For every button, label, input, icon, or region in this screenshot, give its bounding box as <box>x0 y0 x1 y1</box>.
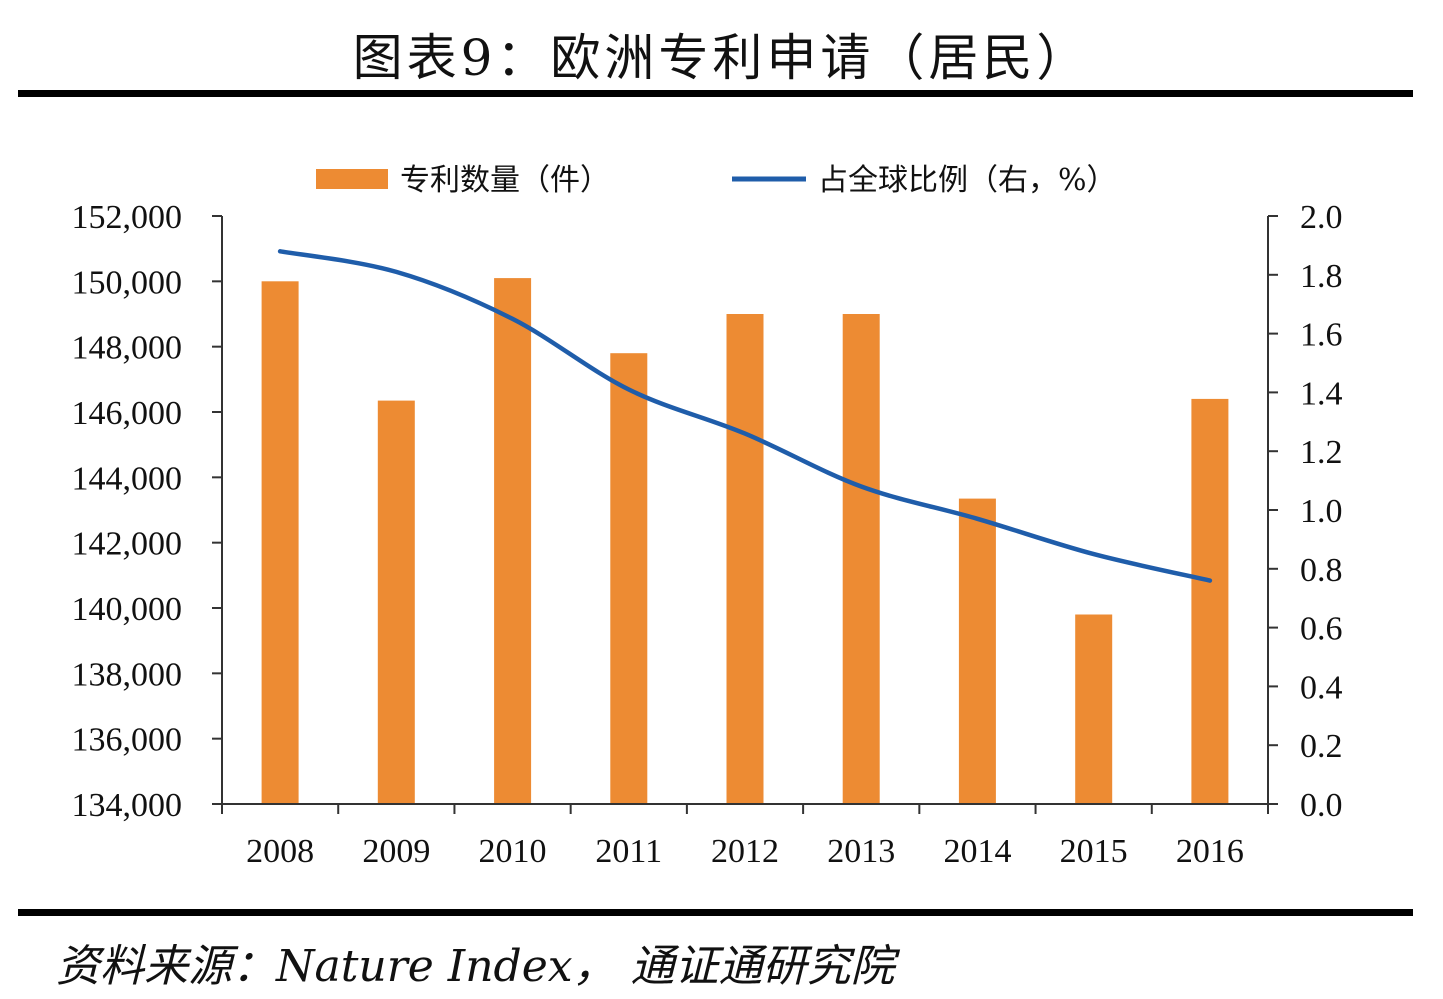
axes: 134,000 136,000 138,000 140,000 142,000 144,0… <box>72 199 1343 870</box>
bar-2016 <box>1191 398 1229 804</box>
legend-line-label: 占全球比例（右，%） <box>818 163 1117 198</box>
y-right-tick-label: 0.8 <box>1300 552 1343 589</box>
y-right-tick-label: 1.4 <box>1300 375 1343 412</box>
legend-bar-swatch <box>316 169 388 189</box>
x-tick-label: 2011 <box>595 833 662 870</box>
bar-2010 <box>494 278 532 805</box>
bar-2015 <box>1075 614 1113 804</box>
y-right-tick-label: 0.0 <box>1300 787 1343 824</box>
y-right-tick-label: 0.6 <box>1300 611 1343 648</box>
bar-2012 <box>726 314 764 804</box>
line-series <box>277 249 1213 583</box>
y-right-tick-label: 2.0 <box>1300 199 1343 236</box>
page-title: 图表9：欧洲专利申请（居民） <box>352 29 1091 87</box>
y-left-tick-label: 150,000 <box>72 264 183 301</box>
y-right-tick-label: 1.0 <box>1300 493 1343 530</box>
bar-2009 <box>377 400 415 804</box>
legend: 专利数量（件） 占全球比例（右，%） <box>316 163 1117 198</box>
x-tick-label: 2010 <box>479 833 547 870</box>
y-right-tick-label: 1.6 <box>1300 317 1343 354</box>
bar-series <box>261 278 1229 805</box>
x-tick-label: 2014 <box>943 833 1011 870</box>
y-left-tick-label: 134,000 <box>72 787 183 824</box>
bar-2008 <box>261 281 299 804</box>
bar-2011 <box>610 353 648 804</box>
y-left-tick-label: 142,000 <box>72 526 183 563</box>
bar-2014 <box>958 498 996 804</box>
y-right-tick-label: 0.2 <box>1300 728 1343 765</box>
x-tick-label: 2012 <box>711 833 779 870</box>
x-tick-label: 2016 <box>1176 833 1244 870</box>
y-left-tick-label: 148,000 <box>72 330 183 367</box>
y-right-tick-label: 1.8 <box>1300 258 1343 295</box>
y-right-tick-label: 0.4 <box>1300 669 1343 706</box>
y-left-tick-label: 136,000 <box>72 722 183 759</box>
y-left-tick-label: 152,000 <box>72 199 183 236</box>
top-divider <box>18 90 1413 97</box>
y-left-tick-label: 140,000 <box>72 591 183 628</box>
x-tick-label: 2013 <box>827 833 895 870</box>
source-note: 资料来源：Nature Index， 通证通研究院 <box>56 941 895 992</box>
legend-bar-label: 专利数量（件） <box>400 163 610 198</box>
y-left-tick-label: 144,000 <box>72 460 183 497</box>
y-right-tick-label: 1.2 <box>1300 434 1343 471</box>
x-tick-label: 2015 <box>1060 833 1128 870</box>
bar-2013 <box>842 314 880 804</box>
x-tick-label: 2008 <box>246 833 314 870</box>
y-left-tick-label: 138,000 <box>72 656 183 693</box>
bottom-divider <box>18 909 1413 916</box>
x-tick-label: 2009 <box>362 833 430 870</box>
y-left-tick-label: 146,000 <box>72 395 183 432</box>
